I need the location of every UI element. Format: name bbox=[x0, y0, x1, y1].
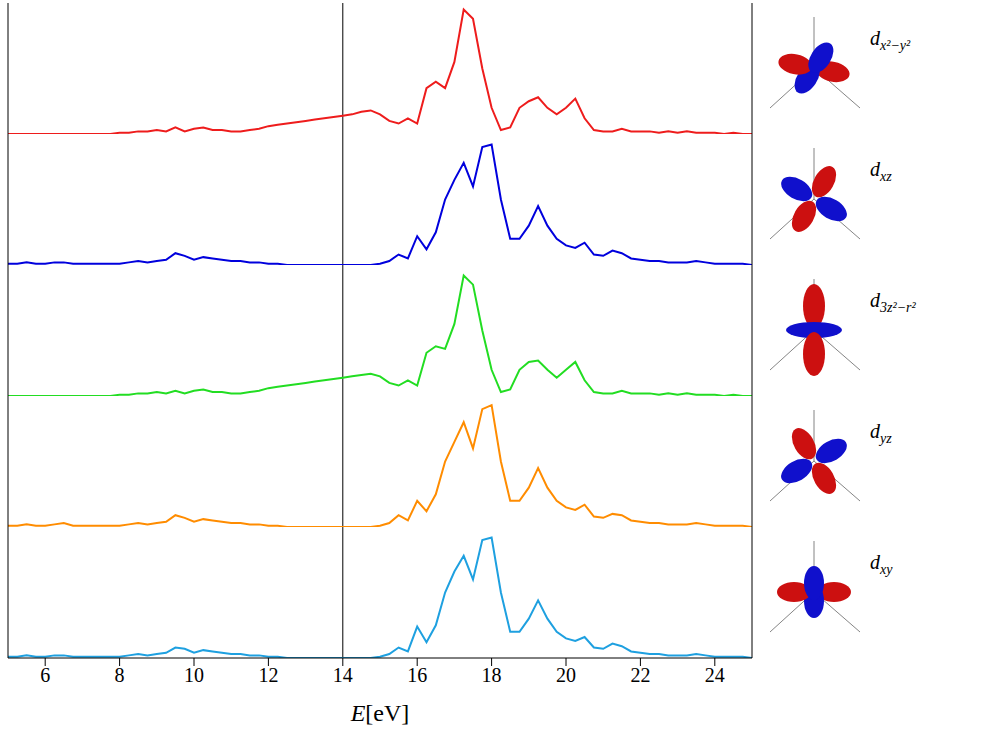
svg-text:22: 22 bbox=[630, 664, 650, 686]
html-text:dxy: dxy bbox=[870, 551, 893, 577]
html-text:d3z²−r²: d3z²−r² bbox=[870, 289, 916, 315]
html-text:dx²−y²: dx²−y² bbox=[870, 27, 911, 53]
html-text:E [eV]: E [eV] bbox=[350, 700, 410, 726]
svg-text:8: 8 bbox=[115, 664, 125, 686]
html-text:dyz: dyz bbox=[870, 420, 892, 446]
svg-text:24: 24 bbox=[705, 664, 725, 686]
svg-text:18: 18 bbox=[482, 664, 502, 686]
svg-text:6: 6 bbox=[40, 664, 50, 686]
svg-text:12: 12 bbox=[258, 664, 278, 686]
svg-text:14: 14 bbox=[333, 664, 353, 686]
svg-text:20: 20 bbox=[556, 664, 576, 686]
svg-text:16: 16 bbox=[407, 664, 427, 686]
html-text:dxz: dxz bbox=[870, 158, 892, 184]
svg-text:10: 10 bbox=[184, 664, 204, 686]
